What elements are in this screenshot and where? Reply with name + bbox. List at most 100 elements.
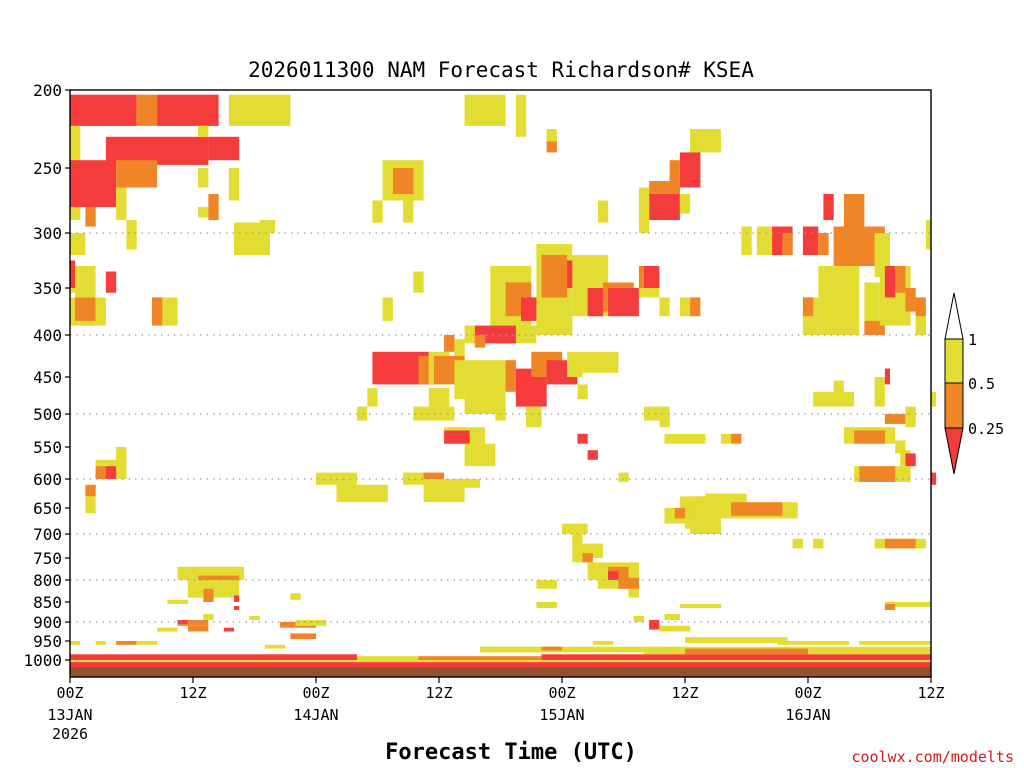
heatmap-cell-yellow (454, 360, 465, 400)
heatmap-cell-red (823, 194, 834, 220)
heatmap-cell-orange (474, 335, 486, 348)
heatmap-cell-orange (116, 641, 137, 645)
heatmap-cell-yellow (720, 433, 732, 444)
heatmap-cell-orange (418, 656, 542, 660)
colorbar-bin-orange (944, 382, 964, 429)
colorbar-top-arrow (944, 292, 964, 340)
heatmap-cell-orange (136, 94, 158, 126)
heatmap-cell-red (608, 571, 619, 580)
heatmap-cell-orange (546, 141, 557, 153)
heatmap-cell-yellow (116, 447, 127, 460)
heatmap-cell-yellow (633, 616, 645, 622)
heatmap-cell-yellow (587, 562, 598, 580)
heatmap-cell-orange (187, 625, 209, 632)
heatmap-cell-red (70, 260, 76, 288)
heatmap-cell-yellow (818, 266, 860, 335)
heatmap-cell-yellow (546, 129, 557, 142)
heatmap-cell-yellow (336, 484, 388, 503)
x-tick-date: 13JAN (47, 706, 92, 724)
heatmap-cell-orange (864, 320, 885, 335)
heatmap-cell-yellow (459, 479, 480, 488)
x-tick-label: 12Z (425, 684, 452, 702)
heatmap-cell-red (587, 450, 598, 460)
heatmap-cell-yellow (367, 388, 378, 407)
heatmap-cell-orange (818, 233, 829, 255)
y-tick-label-200: 200 (33, 81, 62, 100)
x-tick-year: 2026 (52, 725, 88, 743)
heatmap-cell-yellow (562, 523, 588, 534)
heatmap-cell-red (884, 368, 890, 385)
heatmap-cell-yellow (382, 297, 393, 321)
heatmap-cell-red (105, 466, 117, 479)
y-tick-label-900: 900 (33, 613, 62, 632)
heatmap-cell-orange (690, 297, 701, 317)
ground-band (70, 667, 931, 677)
heatmap-cell-yellow (464, 360, 506, 414)
heatmap-cell-orange (669, 160, 680, 194)
heatmap-cell-red (70, 662, 931, 667)
x-tick-label: 12Z (179, 684, 206, 702)
heatmap-cell-yellow (198, 207, 209, 218)
heatmap-cell-red (208, 136, 240, 161)
x-tick-date: 14JAN (293, 706, 338, 724)
x-tick-label: 00Z (56, 684, 83, 702)
heatmap-cell-red (802, 226, 819, 255)
heatmap-cell-yellow (659, 625, 691, 632)
heatmap-cell-yellow (777, 641, 850, 645)
heatmap-cell-orange (895, 266, 906, 293)
y-axis-ticks: 200 250 300 350 400 450 500 550 600 650 700 750 800 8… (23, 81, 70, 670)
heatmap-cell-orange (177, 620, 209, 626)
heatmap-cell-yellow (690, 129, 721, 153)
heatmap-cell-red (70, 654, 357, 660)
credit-text: coolwx.com/modelts (851, 748, 1014, 766)
heatmap-cell-orange (915, 297, 926, 317)
heatmap-cell-yellow (679, 194, 691, 214)
heatmap-cell-yellow (70, 660, 931, 663)
y-tick-label-650: 650 (33, 499, 62, 518)
heatmap-cell-yellow (597, 200, 609, 223)
heatmap-cell-yellow (357, 656, 419, 660)
heatmap-cell-yellow (833, 380, 844, 396)
heatmap-cell-red (234, 595, 240, 602)
heatmap-cell-orange (95, 466, 106, 479)
heatmap-cell-red (649, 620, 660, 630)
heatmap-cell-orange (582, 553, 593, 563)
heatmap-cell-yellow (372, 200, 383, 223)
heatmap-cell-orange (203, 588, 214, 602)
heatmap-cell-yellow (526, 406, 542, 428)
colorbar-bin-yellow (944, 338, 964, 384)
heatmap-cell-yellow (85, 496, 96, 514)
heatmap-cell-yellow (454, 339, 465, 356)
heatmap-cells (70, 94, 937, 677)
heatmap-cell-yellow (464, 94, 506, 126)
heatmap-cell-yellow (228, 94, 291, 126)
heatmap-cell-orange (85, 484, 96, 497)
y-tick-label-250: 250 (33, 159, 62, 178)
heatmap-cell-yellow (198, 125, 209, 137)
heatmap-cell-red (541, 654, 931, 663)
y-tick-label-700: 700 (33, 525, 62, 544)
heatmap-cell-yellow (75, 266, 96, 298)
heatmap-cell-orange (731, 502, 783, 516)
heatmap-cell-orange (152, 297, 163, 326)
heatmap-cell-orange (75, 297, 96, 321)
x-tick-label: 00Z (794, 684, 821, 702)
heatmap-cell-orange (505, 360, 516, 392)
heatmap-cell-yellow (413, 406, 455, 421)
y-tick-label-850: 850 (33, 593, 62, 612)
heatmap-cell-yellow (618, 472, 629, 482)
y-tick-label-600: 600 (33, 470, 62, 489)
heatmap-cell-yellow (95, 641, 106, 645)
heatmap-cell-yellow (925, 220, 931, 250)
heatmap-cell-yellow (536, 580, 557, 589)
heatmap-cell-yellow (659, 297, 670, 317)
heatmap-cell-red (177, 620, 188, 624)
heatmap-cell-yellow (116, 187, 127, 220)
y-tick-label-550: 550 (33, 438, 62, 457)
y-tick-label-300: 300 (33, 224, 62, 243)
heatmap-cell-red (105, 271, 117, 293)
heatmap-cell-yellow (664, 614, 680, 620)
y-tick-label-400: 400 (33, 326, 62, 345)
heatmap-cell-red (234, 606, 240, 610)
